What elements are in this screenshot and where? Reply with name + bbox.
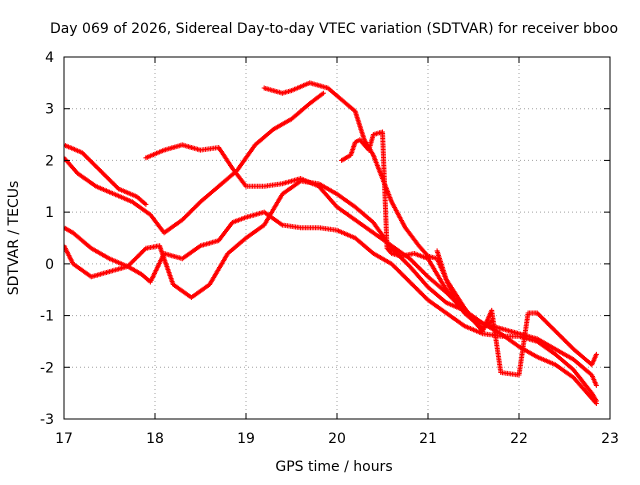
x-tick-label: 22 (510, 431, 528, 447)
series-layer (64, 80, 599, 406)
y-tick-label: 0 (45, 257, 54, 273)
series-day-8 (434, 248, 599, 378)
y-tick-label: -3 (40, 412, 54, 428)
series-day-2 (64, 142, 149, 207)
series-day-1 (64, 90, 326, 236)
series-day-7 (339, 129, 495, 331)
x-tick-label: 17 (55, 431, 73, 447)
y-tick-label: 1 (45, 205, 54, 221)
y-tick-label: 4 (45, 50, 54, 66)
y-tick-label: 3 (45, 102, 54, 118)
y-tick-label: 2 (45, 153, 54, 169)
y-tick-label: -1 (40, 309, 54, 325)
chart-title: Day 069 of 2026, Sidereal Day-to-day VTE… (50, 21, 618, 37)
x-tick-label: 18 (146, 431, 164, 447)
y-tick-label: -2 (40, 360, 54, 376)
x-tick-label: 19 (237, 431, 255, 447)
x-tick-label: 20 (328, 431, 346, 447)
series-day-3 (64, 209, 599, 404)
y-axis-label: SDTVAR / TECUs (6, 181, 22, 296)
x-tick-label: 21 (419, 431, 437, 447)
frame-layer (63, 56, 611, 420)
x-axis-label: GPS time / hours (275, 459, 392, 475)
x-tick-label: 23 (601, 431, 619, 447)
